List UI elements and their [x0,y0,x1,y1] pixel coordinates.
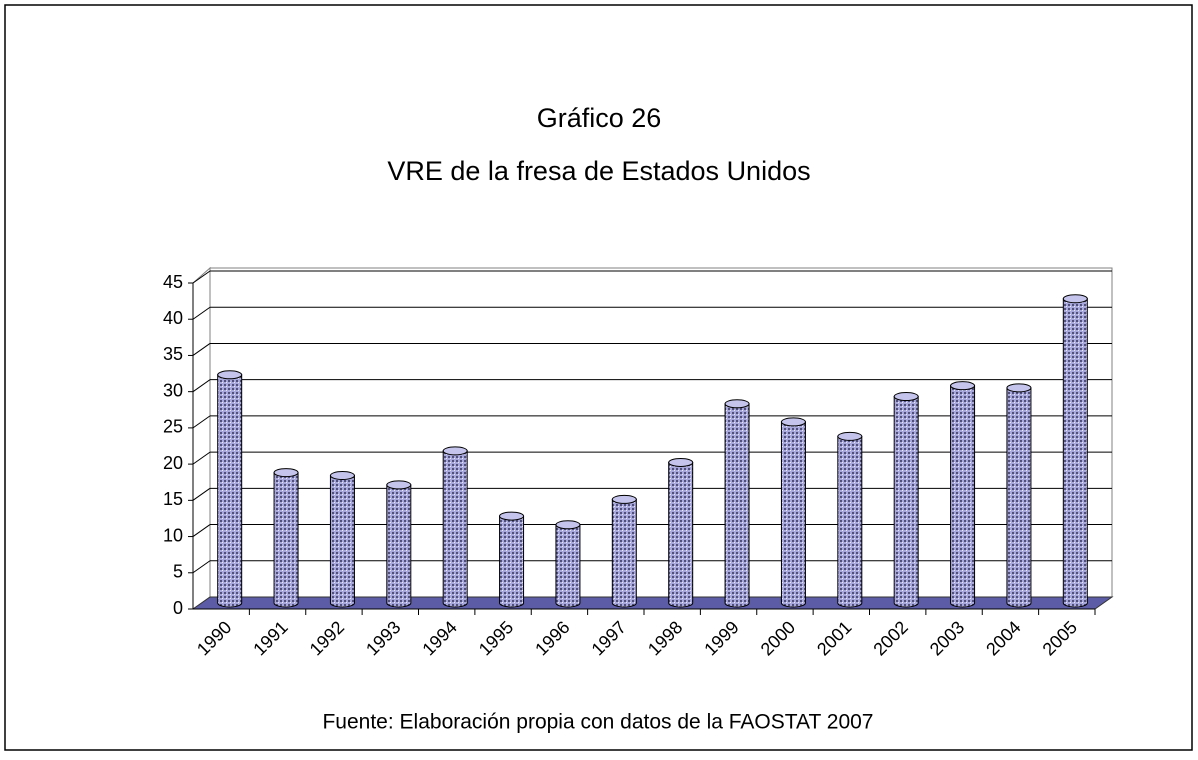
y-tick-label: 25 [163,417,183,437]
bar [555,524,581,608]
bar-top [442,446,468,456]
bar [893,396,919,608]
bar [950,385,976,608]
bar [329,474,355,608]
y-tick-label: 5 [173,562,183,582]
bar-top [386,480,412,490]
bar [780,421,806,608]
grid-line [192,379,211,393]
grid-line [192,270,211,284]
y-tick-label: 20 [163,453,183,473]
bar [724,403,750,608]
bar-top [555,520,581,530]
chart-title: Gráfico 26 [537,103,662,133]
side-wall [192,266,211,610]
grid-line [192,306,211,320]
bar-top [668,457,694,467]
grid-line [192,415,211,429]
bar [499,515,525,608]
bar [668,461,694,608]
grid-line [192,560,211,574]
bar-top [893,392,919,402]
bar-top [273,468,299,478]
chart-subtitle: VRE de la fresa de Estados Unidos [387,156,810,186]
bar-top [611,494,637,504]
y-tick-label: 15 [163,489,183,509]
y-tick-label: 45 [163,272,183,292]
bar-top [217,370,243,380]
bar-top [1062,294,1088,304]
bar [386,484,412,608]
grid-line [192,487,211,501]
bar-top [499,511,525,521]
bar-top [1006,383,1032,393]
y-tick-label: 10 [163,525,183,545]
bar-top [724,399,750,409]
bar-top [950,381,976,391]
bar [611,498,637,608]
y-tick-label: 0 [173,598,183,618]
bar-top [837,431,863,441]
grid-line [192,451,211,465]
bar-top [780,417,806,427]
y-tick-label: 35 [163,344,183,364]
y-tick-label: 40 [163,308,183,328]
bar [442,450,468,608]
bar-top [329,470,355,480]
grid-line [192,343,211,356]
source-note: Fuente: Elaboración propia con datos de … [322,711,873,734]
bar [273,472,299,608]
grid-line [192,524,211,537]
y-tick-label: 30 [163,380,183,400]
bar [217,374,243,608]
bar [837,435,863,608]
bar [1006,387,1032,608]
bar [1062,298,1088,608]
